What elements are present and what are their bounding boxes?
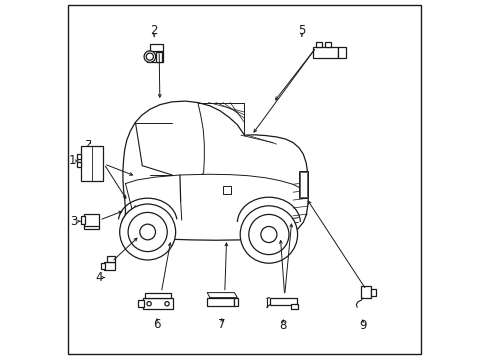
Bar <box>137 301 144 307</box>
Bar <box>83 226 99 229</box>
Text: 5: 5 <box>298 24 305 37</box>
Text: 8: 8 <box>279 319 286 332</box>
Bar <box>83 214 99 226</box>
Bar <box>207 298 234 306</box>
Bar <box>101 263 104 269</box>
Bar <box>290 304 297 309</box>
Bar <box>144 293 171 298</box>
Bar <box>298 171 307 198</box>
Bar <box>361 286 371 298</box>
Bar <box>371 289 375 296</box>
Bar <box>234 298 238 306</box>
Circle shape <box>260 226 276 243</box>
Circle shape <box>144 51 155 62</box>
Circle shape <box>140 224 155 240</box>
Text: 7: 7 <box>218 318 225 331</box>
Bar <box>299 172 306 197</box>
Text: 6: 6 <box>153 318 161 331</box>
Text: 3: 3 <box>70 215 78 228</box>
Bar <box>149 44 163 51</box>
Bar <box>338 47 346 58</box>
Bar <box>312 47 338 58</box>
Bar <box>156 51 162 62</box>
Text: 4: 4 <box>95 271 103 284</box>
Circle shape <box>128 212 167 252</box>
Circle shape <box>240 206 297 263</box>
Bar <box>324 41 330 47</box>
Bar <box>269 298 296 305</box>
Circle shape <box>146 53 153 60</box>
Bar <box>104 262 115 270</box>
Text: 2: 2 <box>150 24 158 37</box>
Bar <box>147 51 163 62</box>
Bar <box>223 186 230 194</box>
Circle shape <box>120 204 175 260</box>
Bar <box>315 41 321 47</box>
Bar <box>106 256 115 262</box>
Bar <box>77 154 81 159</box>
Bar <box>81 216 84 225</box>
Bar <box>81 146 103 181</box>
Text: 1: 1 <box>68 154 76 167</box>
Bar <box>77 162 81 167</box>
Text: 9: 9 <box>358 319 366 332</box>
Bar <box>143 298 172 309</box>
Circle shape <box>248 215 288 255</box>
